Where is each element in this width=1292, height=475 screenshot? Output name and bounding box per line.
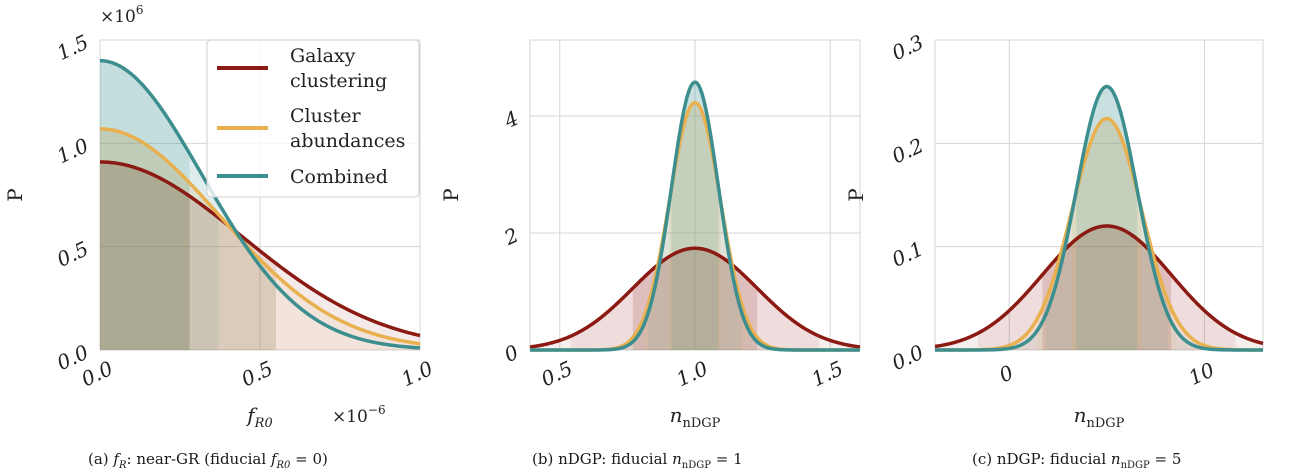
x-axis-label: nnDGP [1074, 403, 1125, 431]
caption-c: (c) nDGP: fiducial nnDGP = 5 [972, 450, 1182, 471]
band-cluster [618, 316, 645, 350]
legend: Galaxy clustering Cluster abundances Combine… [206, 39, 420, 198]
band-cluster [669, 102, 721, 350]
caption-a: (a) fR: near-GR (fiducial fR0 = 0) [88, 450, 328, 471]
x-tick-label: 0.5 [537, 356, 576, 391]
legend-entry-galaxy: Galaxy clustering [290, 45, 387, 92]
band-combined [1167, 314, 1199, 350]
y-multiplier: ×106 [100, 3, 144, 27]
band-galaxy [100, 161, 190, 350]
band-combined [218, 202, 276, 350]
band-cluster [1072, 118, 1142, 350]
band-combined [1076, 86, 1138, 350]
band-combined [624, 313, 648, 350]
band-galaxy [1042, 226, 1172, 350]
x-tick-label: 1.5 [808, 356, 847, 391]
curve-combined [99, 58, 421, 350]
y-axis-label: P [3, 188, 27, 201]
plot-frame [934, 39, 1264, 351]
band-cluster [745, 316, 772, 350]
legend-entry-cluster: Cluster abundances [290, 105, 405, 152]
curve-galaxy [529, 246, 861, 349]
y-tick-label: 4 [500, 106, 523, 134]
band-galaxy [189, 196, 276, 350]
band-cluster [100, 128, 190, 350]
plot-frame [529, 39, 861, 351]
legend-entry-combined: Combined [290, 166, 388, 188]
legend-box [206, 39, 420, 198]
y-tick-label: 0.3 [888, 30, 927, 65]
caption-b: (b) nDGP: fiducial nnDGP = 1 [532, 450, 743, 471]
y-axis-label: P [844, 188, 868, 201]
curve-combined [934, 84, 1264, 352]
band-combined [742, 313, 766, 350]
x-axis-label: fR0 [245, 403, 272, 431]
x-axis-label: nnDGP [670, 403, 721, 431]
y-tick-label: 0.1 [888, 236, 927, 271]
band-combined [100, 60, 190, 351]
y-tick-label: 0.5 [53, 236, 92, 271]
y-tick-label: 2 [500, 223, 523, 251]
y-tick-label: 0 [500, 340, 522, 367]
y-tick-label: 1.5 [53, 30, 92, 65]
curve-combined [529, 80, 861, 352]
band-galaxy [276, 263, 420, 350]
curve-galaxy [99, 160, 421, 338]
x-tick-label: 0.5 [238, 356, 277, 391]
y-tick-label: 0.0 [888, 340, 927, 375]
band-cluster [189, 182, 276, 350]
x-tick-label: 0 [995, 360, 1017, 387]
band-cluster [276, 274, 420, 350]
y-tick-label: 0.2 [888, 133, 927, 168]
x-tick-label: 10 [1185, 357, 1218, 390]
curve-cluster [99, 127, 421, 346]
x-tick-label: 1.0 [673, 356, 712, 391]
y-axis-label: P [439, 188, 463, 201]
x-tick-label: 1.0 [398, 356, 437, 391]
band-combined [1015, 314, 1046, 350]
y-tick-label: 1.0 [53, 133, 92, 168]
band-galaxy [632, 248, 758, 350]
curve-galaxy [934, 224, 1264, 349]
band-combined [671, 82, 719, 351]
x-multiplier: ×10−6 [332, 403, 386, 427]
